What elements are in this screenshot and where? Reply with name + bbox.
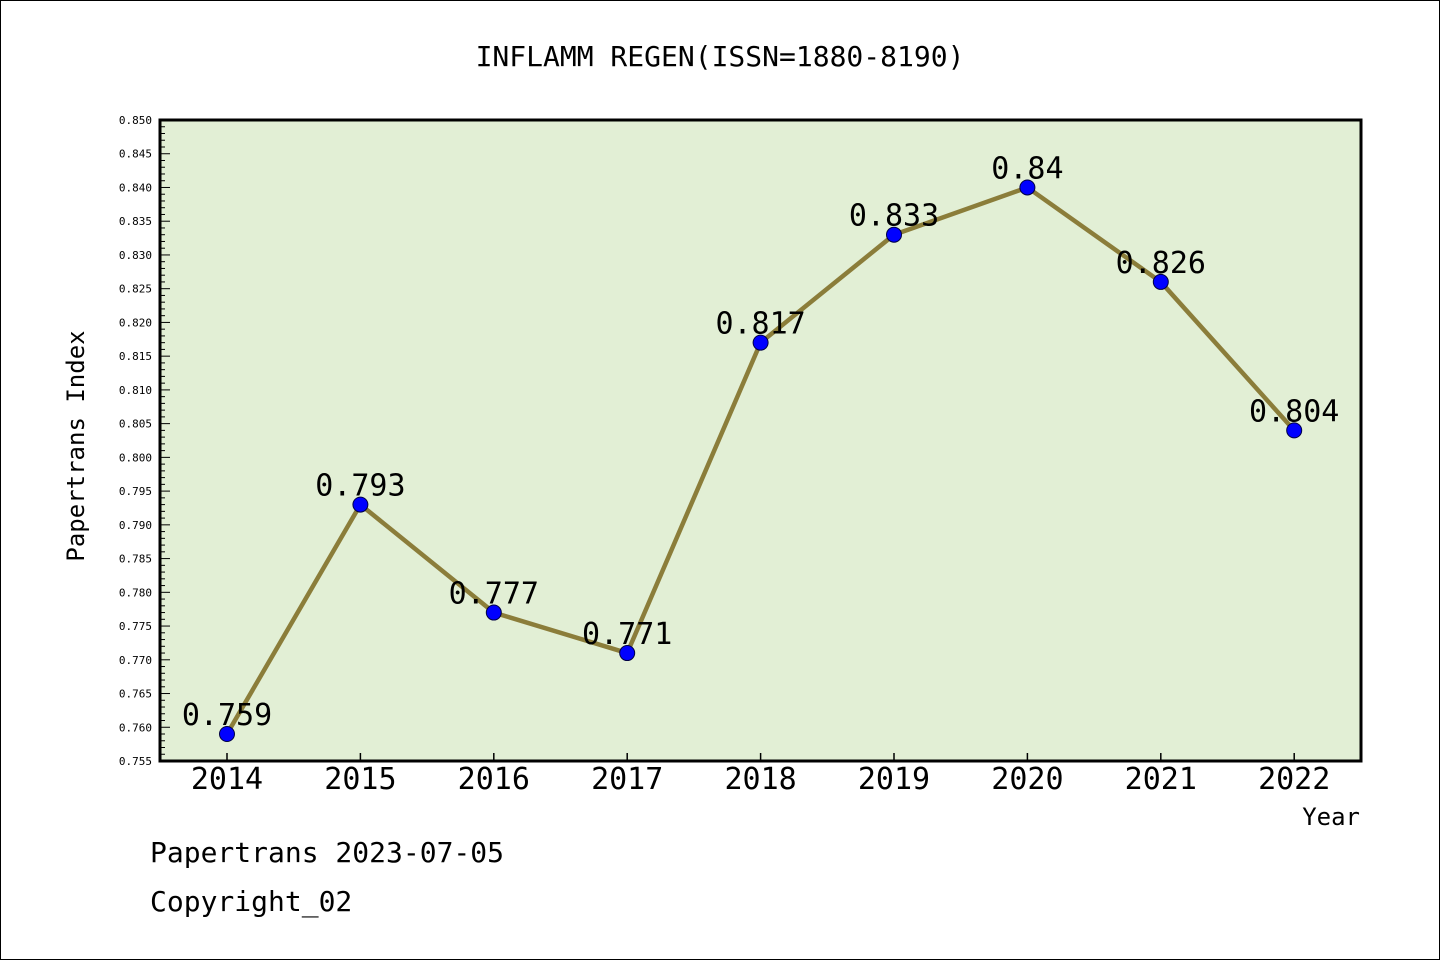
y-tick-label: 0.840 [119,181,152,194]
x-tick-label: 2017 [591,762,663,797]
footer-copyright: Copyright_02 [150,885,353,918]
x-tick-label: 2016 [458,762,530,797]
data-label: 0.793 [315,469,405,504]
y-tick-label: 0.785 [119,553,152,566]
x-tick-label: 2020 [991,762,1063,797]
y-tick-label: 0.800 [119,451,152,464]
y-tick-label: 0.795 [119,485,152,498]
data-point [352,496,369,513]
footer-date: Papertrans 2023-07-05 [150,836,505,869]
x-tick-label: 2021 [1125,762,1197,797]
data-point [219,726,235,743]
y-tick-label: 0.760 [119,721,152,734]
data-label: 0.804 [1249,394,1339,429]
plot-area [158,118,1363,763]
y-tick-label: 0.825 [119,283,152,296]
y-tick-label: 0.835 [119,215,152,228]
y-tick-label: 0.815 [119,350,152,363]
y-tick-label: 0.810 [119,384,152,397]
data-label: 0.777 [449,577,539,612]
data-label: 0.833 [849,199,939,234]
x-tick-label: 2015 [324,762,396,797]
data-point [752,334,769,351]
x-tick-label: 2022 [1258,762,1330,797]
data-point [619,645,636,662]
y-tick-label: 0.765 [119,688,152,701]
y-axis-label: Papertrans Index [62,330,90,561]
x-tick-label: 2014 [191,762,263,797]
y-tick-label: 0.770 [119,654,152,667]
data-label: 0.759 [182,698,272,733]
y-tick-label: 0.755 [119,755,152,768]
data-point [1152,273,1169,290]
y-tick-label: 0.845 [119,148,152,161]
x-tick-label: 2018 [724,762,796,797]
y-tick-label: 0.775 [119,620,152,633]
data-points [219,179,1303,743]
data-label: 0.84 [991,151,1063,186]
chart-title: INFLAMM REGEN(ISSN=1880-8190) [476,40,965,73]
y-tick-label: 0.850 [119,114,152,127]
y-tick-label: 0.780 [119,586,152,599]
x-axis-label: Year [1302,803,1360,831]
y-tick-label: 0.805 [119,418,152,431]
y-tick-label: 0.790 [119,519,152,532]
data-labels: 0.759 0.793 0.777 0.771 0.817 0.833 0.84 0.826 0… [182,151,1340,733]
y-axis: 0.755 0.760 0.765 0.770 0.775 0.780 0.785 0.790… [119,114,170,768]
data-label: 0.817 [715,307,805,342]
data-point [485,604,502,621]
data-point [886,226,902,243]
data-point [1286,422,1303,439]
x-tick-label: 2019 [858,762,930,797]
data-label: 0.826 [1116,246,1206,281]
data-label: 0.771 [582,617,672,652]
x-axis: 2014 2015 2016 2017 2018 2019 2020 2021 2022 [191,753,1330,797]
data-point [1019,179,1036,196]
y-tick-label: 0.820 [119,316,152,329]
y-tick-label: 0.830 [119,249,152,262]
